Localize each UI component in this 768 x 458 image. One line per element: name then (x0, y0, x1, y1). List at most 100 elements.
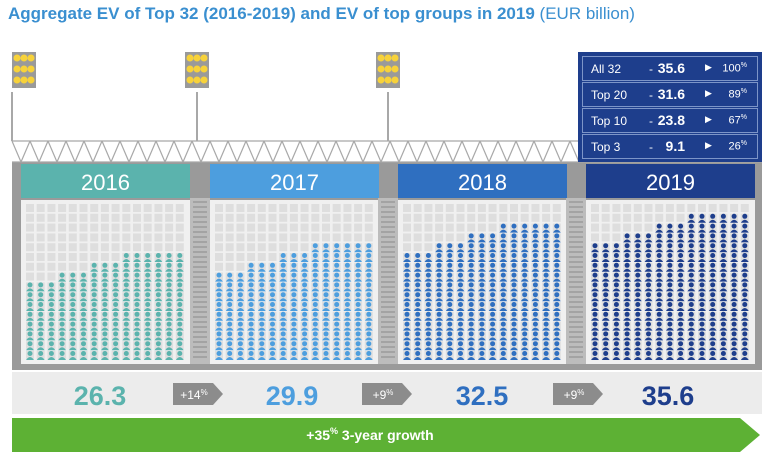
person-icon (167, 282, 172, 287)
person-icon (270, 312, 275, 317)
seat (69, 243, 77, 251)
person-icon (259, 292, 264, 297)
person-icon (60, 331, 65, 336)
person-icon (501, 292, 506, 297)
person-icon (270, 331, 275, 336)
seat (258, 233, 266, 241)
person-icon (667, 351, 672, 356)
person-icon (469, 263, 474, 268)
person-icon (544, 263, 549, 268)
person-icon (657, 273, 662, 278)
truss-brace (102, 141, 111, 162)
person-icon (345, 351, 350, 356)
person-icon (102, 322, 107, 327)
person-icon (356, 351, 361, 356)
person-icon (512, 312, 517, 317)
person-icon (742, 351, 747, 356)
person-icon (156, 322, 161, 327)
seat (677, 204, 685, 212)
seat (122, 233, 130, 241)
person-icon (614, 253, 619, 258)
person-icon (678, 273, 683, 278)
person-icon (678, 282, 683, 287)
person-icon (614, 302, 619, 307)
seat (37, 243, 45, 251)
seat (112, 204, 120, 212)
seat (58, 224, 66, 232)
person-icon (124, 312, 129, 317)
seat (510, 204, 518, 212)
person-icon (366, 282, 371, 287)
person-icon (70, 312, 75, 317)
seat (403, 214, 411, 222)
person-icon (544, 233, 549, 238)
person-icon (710, 341, 715, 346)
person-icon (689, 312, 694, 317)
person-icon (469, 351, 474, 356)
person-icon (732, 322, 737, 327)
person-icon (135, 331, 140, 336)
person-icon (302, 312, 307, 317)
person-icon (490, 331, 495, 336)
person-icon (700, 282, 705, 287)
person-icon (415, 331, 420, 336)
seat (226, 204, 234, 212)
person-icon (334, 243, 339, 248)
person-icon (625, 243, 630, 248)
person-icon (156, 331, 161, 336)
person-icon (490, 302, 495, 307)
seat (365, 233, 373, 241)
person-icon (217, 341, 222, 346)
seat (37, 214, 45, 222)
person-icon (544, 351, 549, 356)
top-groups-legend: All 32 - 35.6 ▶ 100% Top 20 - 31.6 ▶ 89%… (578, 52, 762, 162)
seat (154, 243, 162, 251)
seat (424, 214, 432, 222)
person-icon (28, 312, 33, 317)
person-icon (625, 351, 630, 356)
seat (215, 253, 223, 261)
person-icon (135, 292, 140, 297)
person-icon (635, 322, 640, 327)
person-icon (522, 322, 527, 327)
person-icon (447, 302, 452, 307)
legend-share: 100% (722, 62, 747, 75)
person-icon (145, 331, 150, 336)
person-icon (544, 273, 549, 278)
person-icon (554, 243, 559, 248)
person-icon (113, 282, 118, 287)
person-icon (490, 233, 495, 238)
seat (236, 233, 244, 241)
person-icon (177, 302, 182, 307)
person-icon (281, 312, 286, 317)
person-icon (102, 302, 107, 307)
person-icon (437, 312, 442, 317)
seat (101, 253, 109, 261)
person-icon (135, 322, 140, 327)
stair-bg (190, 198, 210, 364)
floodlight-bulb (28, 55, 35, 62)
person-icon (324, 243, 329, 248)
seat (122, 214, 130, 222)
person-icon (81, 282, 86, 287)
person-icon (490, 351, 495, 356)
person-icon (721, 351, 726, 356)
seat (215, 233, 223, 241)
person-icon (700, 341, 705, 346)
person-icon (593, 302, 598, 307)
person-icon (721, 302, 726, 307)
person-icon (113, 312, 118, 317)
person-icon (366, 302, 371, 307)
person-icon (145, 292, 150, 297)
person-icon (167, 292, 172, 297)
seat (26, 243, 34, 251)
seat (741, 204, 749, 212)
person-icon (700, 322, 705, 327)
person-icon (625, 263, 630, 268)
seat (176, 204, 184, 212)
person-icon (291, 312, 296, 317)
seat (279, 233, 287, 241)
person-icon (227, 331, 232, 336)
person-icon (469, 243, 474, 248)
seat (424, 243, 432, 251)
